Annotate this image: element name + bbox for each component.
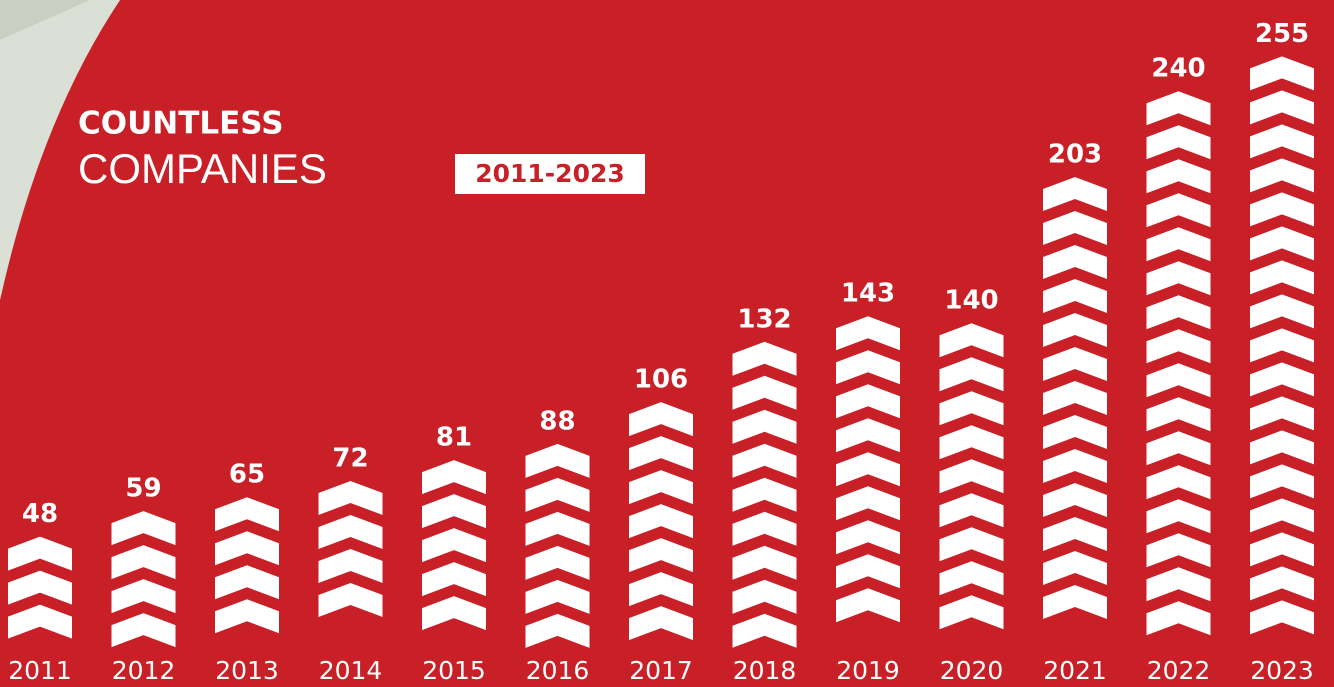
x-tick-label: 2017	[629, 656, 693, 685]
badge-box	[455, 154, 645, 194]
value-label: 81	[436, 423, 472, 453]
bar	[939, 323, 1004, 630]
bar	[422, 460, 486, 631]
value-label: 203	[1048, 140, 1102, 170]
bar	[1146, 91, 1211, 636]
value-label: 143	[841, 279, 895, 309]
x-tick-label: 2021	[1043, 656, 1107, 685]
value-label: 106	[634, 365, 688, 395]
value-label: 72	[332, 443, 368, 473]
bar	[8, 536, 72, 639]
value-label: 255	[1255, 19, 1309, 49]
value-label: 59	[125, 474, 161, 504]
x-tick-label: 2020	[940, 656, 1004, 685]
x-tick-label: 2019	[836, 656, 900, 685]
x-tick-label: 2016	[526, 656, 590, 685]
x-tick-label: 2015	[422, 656, 486, 685]
value-label: 140	[944, 286, 998, 316]
badge: 2011-2023	[475, 159, 625, 188]
bar	[629, 402, 693, 641]
chart-subtitle: COMPANIES	[78, 145, 327, 192]
value-label: 132	[737, 304, 791, 334]
x-tick-label: 2023	[1250, 656, 1314, 685]
photo-corner-light	[0, 0, 120, 300]
bar	[525, 443, 590, 648]
x-tick-label: 2013	[215, 656, 279, 685]
bar	[836, 316, 900, 623]
x-tick-label: 2012	[112, 656, 176, 685]
bar	[111, 511, 176, 648]
x-tick-label: 2018	[733, 656, 797, 685]
x-tick-label: 2011	[8, 656, 72, 685]
bar	[732, 341, 797, 648]
value-label: 48	[22, 499, 58, 529]
value-label: 65	[229, 460, 265, 490]
bar	[1043, 177, 1107, 620]
value-label: 88	[539, 406, 575, 436]
bar	[1250, 56, 1314, 635]
bar	[215, 497, 279, 634]
x-tick-label: 2022	[1147, 656, 1211, 685]
chart-title: COUNTLESS	[78, 106, 284, 142]
bar	[318, 480, 383, 617]
x-tick-label: 2014	[319, 656, 383, 685]
value-label: 240	[1151, 54, 1205, 84]
